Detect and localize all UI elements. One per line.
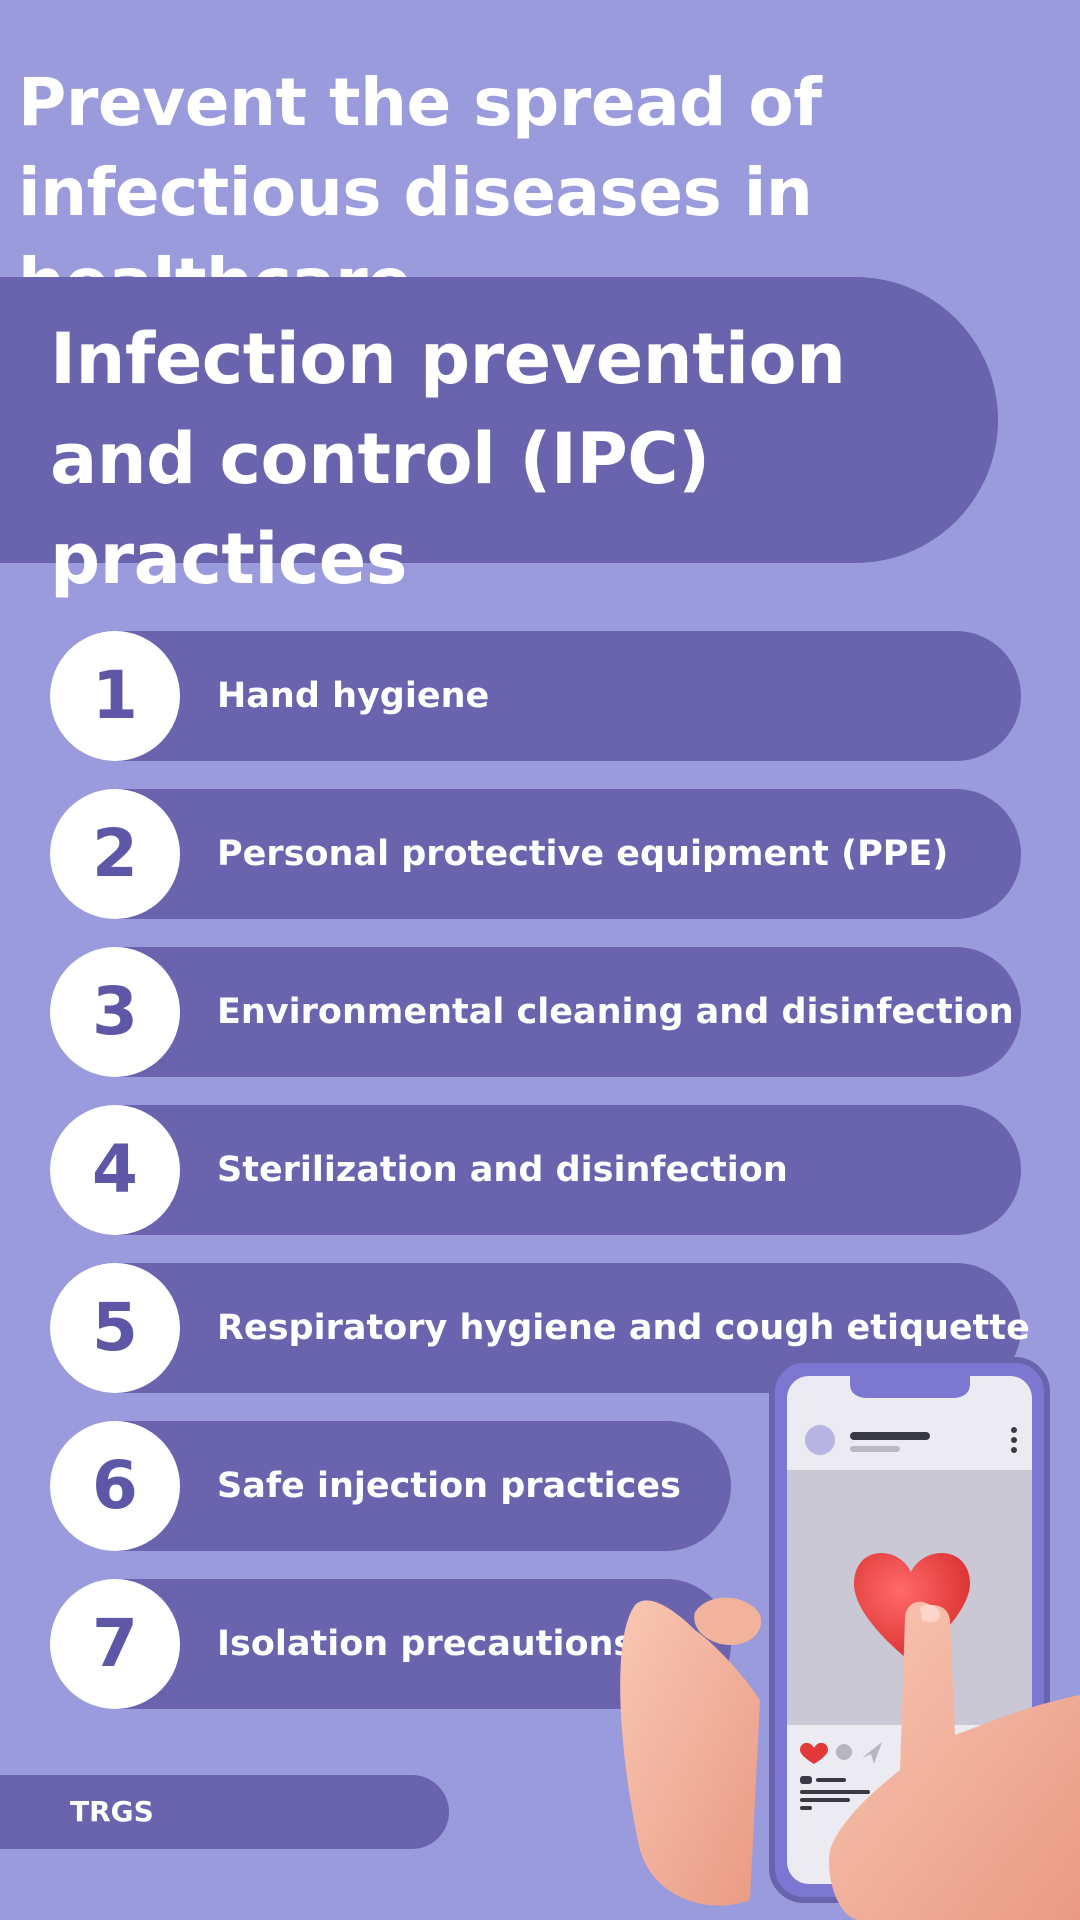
more-options-icon xyxy=(1011,1427,1017,1453)
banner-title: Infection prevention and control (IPC) p… xyxy=(50,318,846,600)
item-number: 2 xyxy=(50,789,180,919)
item-label: Respiratory hygiene and cough etiquette xyxy=(217,1308,1030,1348)
list-item: 3 Environmental cleaning and disinfectio… xyxy=(50,947,1021,1077)
item-number: 7 xyxy=(50,1579,180,1709)
share-icon xyxy=(862,1742,882,1764)
hand-icon xyxy=(829,1601,1080,1920)
phone-illustration xyxy=(620,1357,1080,1920)
list-item: 7 Isolation precautions xyxy=(50,1579,731,1709)
list-item: 1 Hand hygiene xyxy=(50,631,1021,761)
item-label: Hand hygiene xyxy=(217,676,490,716)
item-number: 6 xyxy=(50,1421,180,1551)
footer-bar: TRGS xyxy=(0,1775,449,1849)
item-number: 1 xyxy=(50,631,180,761)
item-label: Safe injection practices xyxy=(217,1466,681,1506)
comment-icon xyxy=(836,1744,852,1760)
item-number: 3 xyxy=(50,947,180,1077)
item-label: Isolation precautions xyxy=(217,1624,635,1664)
like-icon xyxy=(800,1742,828,1764)
item-number: 4 xyxy=(50,1105,180,1235)
item-label: Sterilization and disinfection xyxy=(217,1150,788,1190)
footer-text: TRGS xyxy=(70,1795,154,1828)
left-hand-icon xyxy=(620,1597,761,1906)
item-label: Personal protective equipment (PPE) xyxy=(217,834,949,874)
list-item: 2 Personal protective equipment (PPE) xyxy=(50,789,1021,919)
list-item: 6 Safe injection practices xyxy=(50,1421,731,1551)
headline: Prevent the spread of infectious disease… xyxy=(18,64,822,321)
item-label: Environmental cleaning and disinfection xyxy=(217,992,1014,1032)
title-banner: Infection prevention and control (IPC) p… xyxy=(0,277,998,600)
list-item: 4 Sterilization and disinfection xyxy=(50,1105,1021,1235)
item-number: 5 xyxy=(50,1263,180,1393)
